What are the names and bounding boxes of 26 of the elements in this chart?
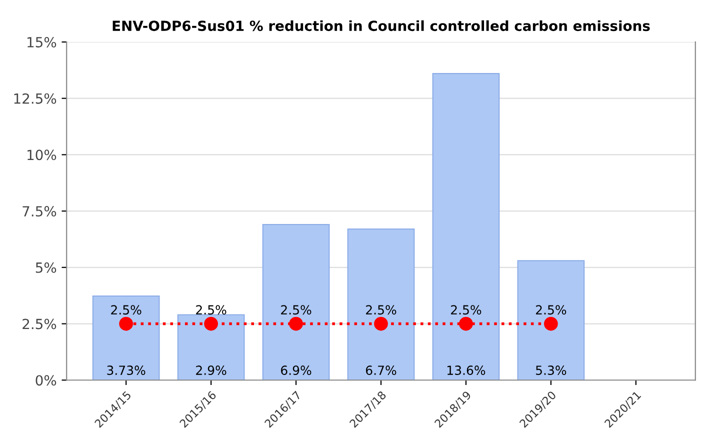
- y-tick-label: 10%: [28, 150, 56, 160]
- data-label: 3.73%: [107, 366, 146, 375]
- chart-title: ENV-ODP6-Sus01 % reduction in Council controlled carbon emissions: [112, 20, 650, 32]
- data-label: 2.5%: [366, 305, 396, 315]
- data-label: 2.5%: [111, 305, 142, 315]
- data-label: 5.3%: [536, 366, 566, 375]
- y-tick-label: 2.5%: [22, 318, 56, 330]
- data-label: 6.7%: [366, 366, 396, 375]
- bar: [347, 228, 415, 380]
- y-tick-label: 7.5%: [22, 206, 56, 217]
- bar: [177, 314, 245, 380]
- y-tick-label: 5%: [36, 262, 56, 273]
- y-tick-label: 15%: [28, 36, 56, 48]
- data-label: 2.5%: [536, 305, 566, 315]
- data-label: 2.5%: [196, 305, 226, 315]
- data-label: 2.5%: [451, 305, 482, 315]
- y-tick-label: 12.5%: [14, 93, 56, 104]
- data-label: 2.9%: [196, 366, 226, 375]
- bar: [517, 260, 585, 380]
- bar: [432, 72, 500, 380]
- data-label: 13.6%: [447, 366, 486, 375]
- bar: [92, 295, 160, 380]
- data-label: 6.9%: [281, 366, 312, 375]
- bar: [262, 224, 330, 380]
- y-tick-label: 0%: [36, 375, 56, 386]
- data-label: 2.5%: [281, 305, 312, 315]
